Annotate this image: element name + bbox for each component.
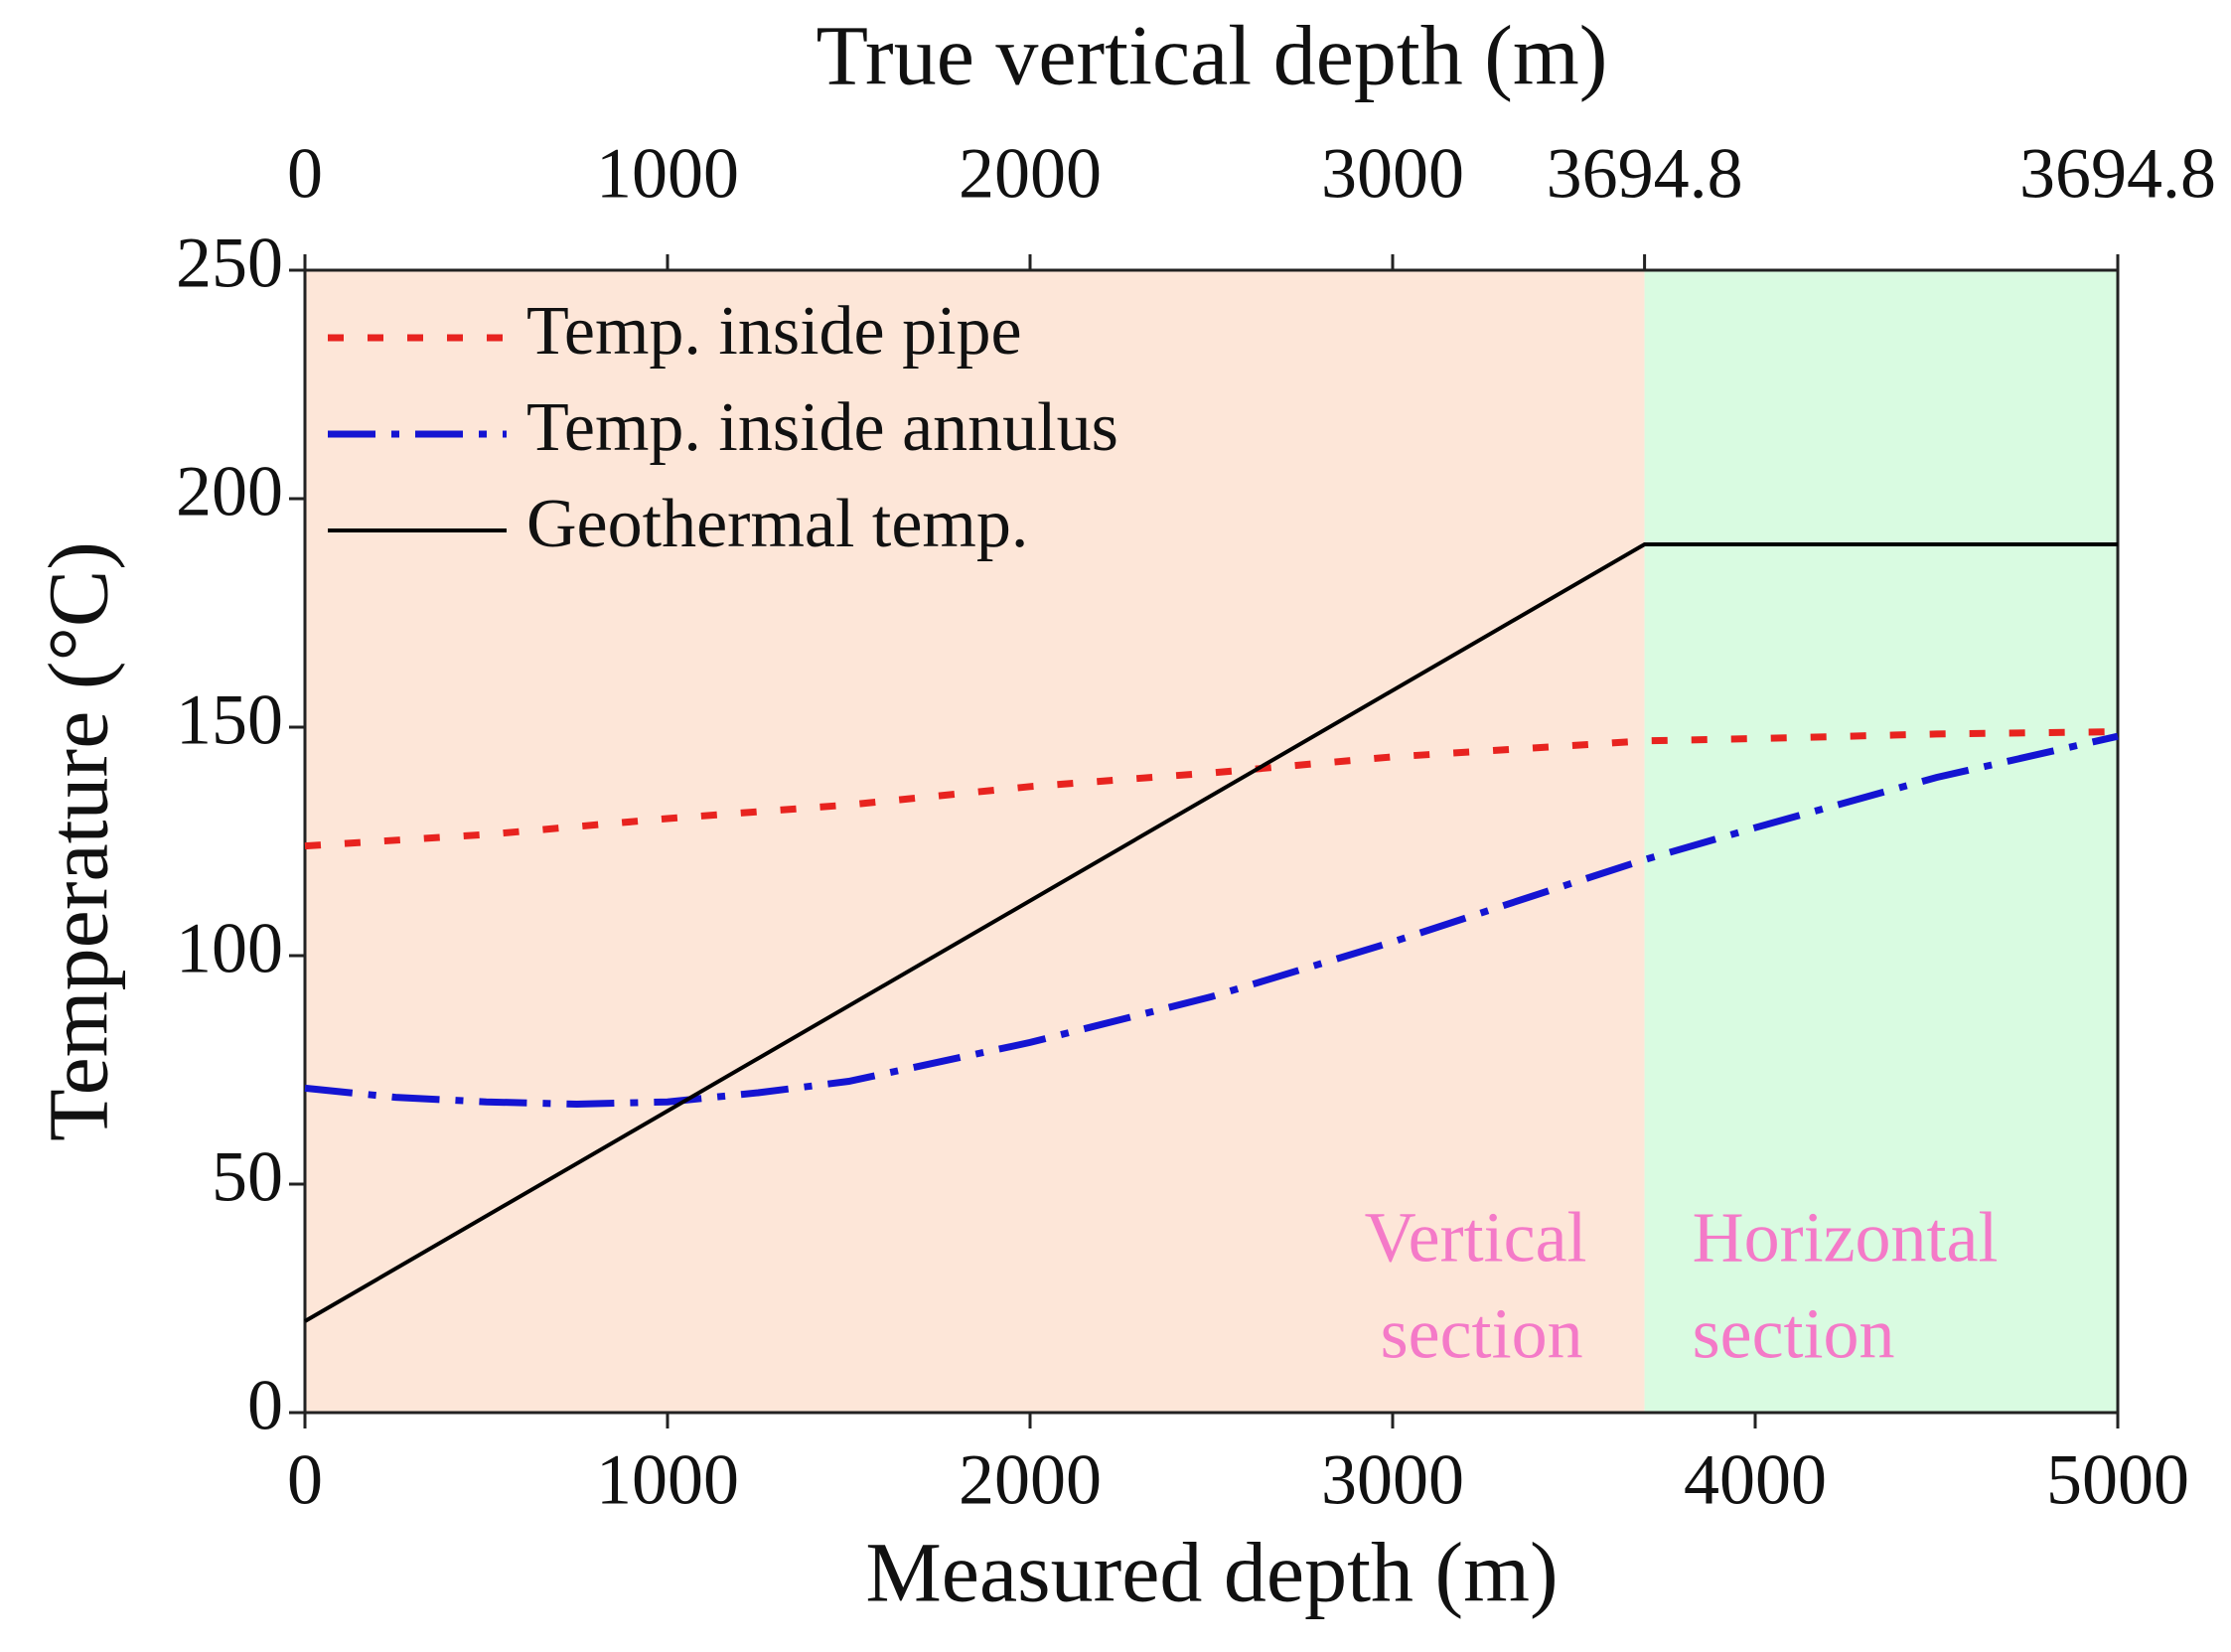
region-label: Horizontal: [1693, 1198, 1999, 1277]
region-label: section: [1381, 1294, 1583, 1374]
legend-label: Temp. inside pipe: [526, 293, 1022, 370]
x-tick-label: 0: [287, 1440, 323, 1520]
x2-tick-label: 3694.8: [2019, 134, 2216, 214]
x2-tick-label: 2000: [959, 134, 1102, 214]
x2-tick-label: 1000: [596, 134, 739, 214]
y-tick-label: 0: [247, 1366, 283, 1445]
legend-label: Temp. inside annulus: [526, 389, 1118, 466]
x2-tick-label: 3694.8: [1547, 134, 1743, 214]
y-tick-label: 50: [212, 1137, 283, 1217]
region: [1644, 270, 2118, 1413]
region: [305, 270, 1645, 1413]
series-line: [304, 728, 2119, 850]
top-axis-title: True vertical depth (m): [817, 8, 1608, 103]
y-axis-title: Temperature (°C): [31, 541, 126, 1141]
series-line: [303, 542, 2118, 1323]
x-axis-title: Measured depth (m): [865, 1525, 1558, 1620]
x2-tick-label: 3000: [1321, 134, 1464, 214]
legend-label: Geothermal temp.: [526, 486, 1028, 562]
x-tick-label: 3000: [1321, 1440, 1464, 1520]
y-tick-label: 100: [176, 909, 283, 988]
y-tick-label: 200: [176, 452, 283, 531]
x-tick-label: 5000: [2046, 1440, 2189, 1520]
plot-frame: [303, 268, 2120, 1415]
x-tick-label: 1000: [596, 1440, 739, 1520]
y-tick-label: 150: [176, 680, 283, 760]
x2-tick-label: 0: [287, 134, 323, 214]
y-tick-label: 250: [176, 224, 283, 303]
x-tick-label: 4000: [1684, 1440, 1827, 1520]
region-label: section: [1693, 1294, 1895, 1374]
region-label: Vertical: [1365, 1198, 1587, 1277]
series-line: [304, 732, 2119, 1109]
x-tick-label: 2000: [959, 1440, 1102, 1520]
